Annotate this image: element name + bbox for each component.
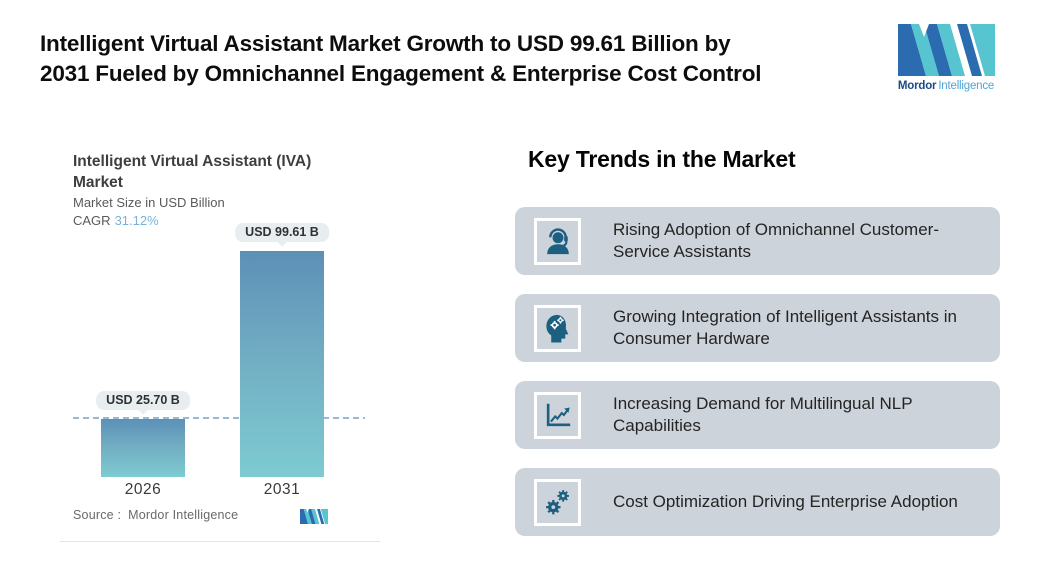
trend-icon-box	[534, 478, 581, 526]
bar-2031	[240, 250, 324, 477]
mordor-intelligence-mini-logo-icon	[300, 509, 328, 524]
trend-card-omnichannel: Rising Adoption of Omnichannel Customer-…	[515, 207, 1000, 275]
bar-2026	[101, 418, 185, 477]
chart-title-line2: Market	[73, 174, 123, 191]
cagr-label: CAGR	[73, 213, 111, 228]
brand-name: Mordor	[897, 80, 937, 92]
x-axis-label-2026: 2026	[124, 481, 162, 498]
page-title-line1: Intelligent Virtual Assistant Market Gro…	[40, 31, 731, 56]
source-label: Source :	[73, 508, 122, 522]
trend-text: Rising Adoption of Omnichannel Customer-…	[613, 219, 939, 262]
trend-text: Increasing Demand for Multilingual NLP C…	[613, 393, 913, 436]
brand-wordmark: Mordor Intelligence	[897, 80, 995, 92]
trend-card-list: Rising Adoption of Omnichannel Customer-…	[515, 207, 1000, 555]
trend-card-consumer-hardware: Growing Integration of Intelligent Assis…	[515, 294, 1000, 362]
trend-icon-box	[534, 391, 581, 439]
gears-icon	[545, 490, 569, 515]
chart-cagr: CAGR 31.12%	[73, 213, 159, 228]
chart-title-line1: Intelligent Virtual Assistant (IVA)	[73, 153, 312, 170]
source-value: Mordor Intelligence	[128, 508, 239, 522]
trend-card-cost-optimization: Cost Optimization Driving Enterprise Ado…	[515, 468, 1000, 536]
chart-title: Intelligent Virtual Assistant (IVA) Mark…	[73, 151, 311, 193]
trend-text: Cost Optimization Driving Enterprise Ado…	[613, 491, 958, 511]
market-chart-card: Intelligent Virtual Assistant (IVA) Mark…	[60, 145, 380, 542]
support-agent-icon	[546, 228, 569, 255]
head-gears-icon	[545, 314, 568, 343]
growth-chart-icon	[546, 403, 570, 427]
trend-card-multilingual-nlp: Increasing Demand for Multilingual NLP C…	[515, 381, 1000, 449]
trend-text: Growing Integration of Intelligent Assis…	[613, 306, 957, 349]
trend-icon-box	[534, 304, 581, 352]
page-title-line2: 2031 Fueled by Omnichannel Engagement & …	[40, 61, 762, 86]
page-title: Intelligent Virtual Assistant Market Gro…	[40, 29, 762, 89]
bar-value-label-2031: USD 99.61 B	[235, 222, 329, 242]
cagr-value: 31.12%	[114, 213, 159, 228]
reference-line	[73, 416, 365, 419]
mordor-intelligence-logo-icon	[898, 24, 995, 76]
brand-logo: Mordor Intelligence	[897, 24, 995, 92]
bar-chart-plot: USD 25.70 B USD 99.61 B 2026 2031	[60, 222, 380, 498]
bar-value-label-2026: USD 25.70 B	[96, 390, 190, 410]
chart-subtitle: Market Size in USD Billion	[73, 195, 225, 210]
x-axis-label-2031: 2031	[263, 481, 301, 498]
trend-icon-box	[534, 217, 581, 265]
trends-heading: Key Trends in the Market	[528, 146, 796, 172]
source-attribution: Source : Mordor Intelligence	[73, 508, 238, 522]
brand-name-2: Intelligence	[938, 80, 995, 92]
